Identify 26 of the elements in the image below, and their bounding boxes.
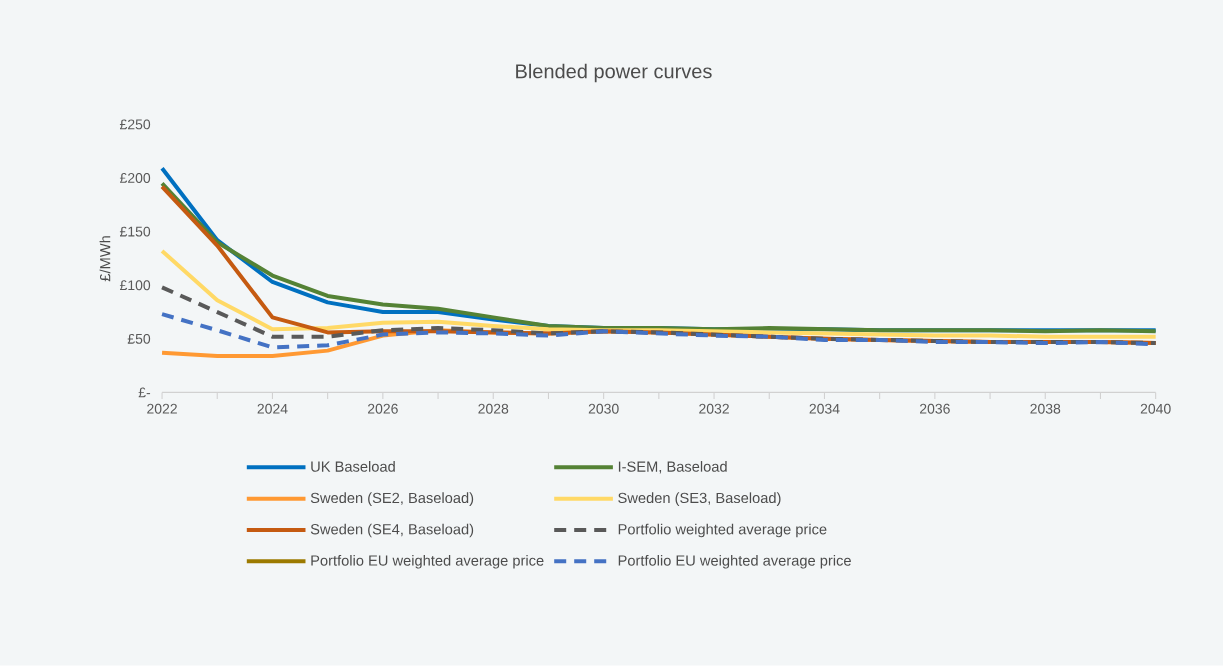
x-tick-label: 2040 bbox=[1140, 404, 1171, 414]
x-tick-label: 2030 bbox=[588, 404, 619, 414]
legend-label: Sweden (SE3, Baseload) bbox=[618, 492, 781, 507]
legend-label: Sweden (SE2, Baseload) bbox=[310, 492, 474, 507]
legend-label: I-SEM, Baseload bbox=[618, 461, 727, 474]
legend-label: Portfolio EU weighted average price bbox=[311, 555, 544, 569]
x-tick-label: 2034 bbox=[809, 404, 840, 414]
y-tick-label: £- bbox=[138, 387, 151, 398]
x-tick-label: 2026 bbox=[367, 404, 398, 414]
y-tick-label: £50 bbox=[127, 334, 151, 345]
legend-label: Portfolio weighted average price bbox=[618, 523, 827, 538]
x-tick-label: 2032 bbox=[699, 404, 729, 414]
x-tick-label: 2038 bbox=[1030, 404, 1061, 414]
y-tick-label: £100 bbox=[119, 280, 151, 291]
y-axis-title: £/MWh bbox=[99, 236, 111, 282]
x-tick-label: 2024 bbox=[257, 404, 288, 414]
legend-label: Sweden (SE4, Baseload) bbox=[310, 523, 474, 538]
x-tick-label: 2022 bbox=[147, 404, 177, 414]
legend-label: Portfolio EU weighted average price bbox=[618, 555, 851, 569]
chart-title: Blended power curves bbox=[516, 63, 712, 83]
y-tick-label: £250 bbox=[119, 119, 151, 130]
x-tick-label: 2036 bbox=[919, 404, 950, 414]
y-tick-label: £150 bbox=[119, 226, 151, 237]
legend-label: UK Baseload bbox=[311, 461, 395, 473]
x-tick-label: 2028 bbox=[478, 404, 509, 414]
y-tick-label: £200 bbox=[119, 173, 151, 184]
